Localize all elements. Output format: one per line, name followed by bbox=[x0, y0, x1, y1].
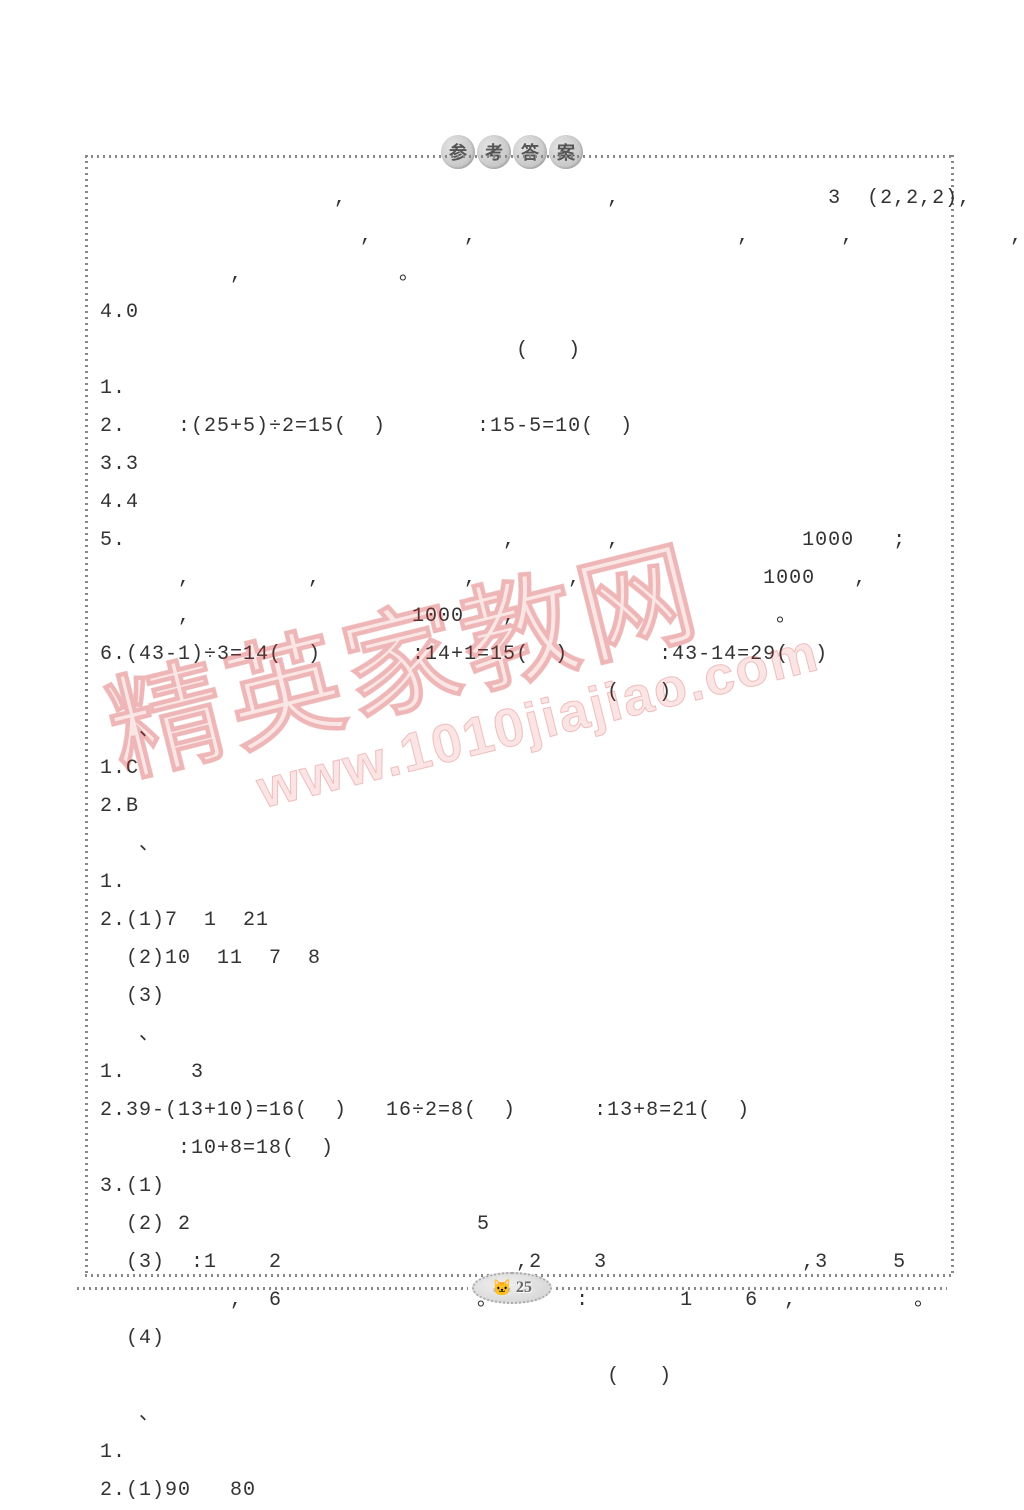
content-line: ( ) bbox=[100, 674, 939, 712]
border-top bbox=[85, 155, 954, 158]
content-line: (2) 2 5 bbox=[100, 1206, 939, 1244]
border-right bbox=[951, 155, 954, 1277]
content-line: 2.B bbox=[100, 788, 939, 826]
cat-icon: 🐱 bbox=[492, 1278, 512, 1298]
content-line: 1. bbox=[100, 1434, 939, 1472]
content-line: 、 bbox=[100, 826, 939, 864]
content-line: 1.C bbox=[100, 750, 939, 788]
content-line: 1. 3 bbox=[100, 1054, 939, 1092]
content-line: , , 3 (2,2,2), bbox=[100, 180, 939, 218]
content-line: 2.39-(13+10)=16( ) 16÷2=8( ) :13+8=21( ) bbox=[100, 1092, 939, 1130]
content-line: (4) bbox=[100, 1320, 939, 1358]
content-line: 1. bbox=[100, 370, 939, 408]
content-line: (2)10 11 7 8 bbox=[100, 940, 939, 978]
content-line: ( ) bbox=[100, 332, 939, 370]
content-line: , , , , , bbox=[100, 218, 939, 256]
content-line: 、 bbox=[100, 712, 939, 750]
answer-content: , , 3 (2,2,2), , , , , , , 。 4.0 ( ) 1 bbox=[100, 180, 939, 1510]
content-line: 2. :(25+5)÷2=15( ) :15-5=10( ) bbox=[100, 408, 939, 446]
content-line: , 。 bbox=[100, 256, 939, 294]
content-line: 3.(1) bbox=[100, 1168, 939, 1206]
content-line: (3) bbox=[100, 978, 939, 1016]
content-line: 4.0 bbox=[100, 294, 939, 332]
footer-line-right bbox=[556, 1287, 947, 1290]
content-line: 、 bbox=[100, 1016, 939, 1054]
content-line: :10+8=18( ) bbox=[100, 1130, 939, 1168]
border-left bbox=[85, 155, 88, 1277]
page-badge: 🐱 25 bbox=[472, 1272, 552, 1304]
content-line: , 1000 , 。 bbox=[100, 598, 939, 636]
content-line: 4.4 bbox=[100, 484, 939, 522]
content-line: , , , , 1000 , bbox=[100, 560, 939, 598]
content-line: 1. bbox=[100, 864, 939, 902]
content-line: 、 bbox=[100, 1396, 939, 1434]
content-line: 6.(43-1)÷3=14( ) :14+1=15( ) :43-14=29( … bbox=[100, 636, 939, 674]
content-line: 3.3 bbox=[100, 446, 939, 484]
page-footer: 🐱 25 bbox=[77, 1272, 947, 1304]
content-line: ( ) bbox=[100, 1358, 939, 1396]
content-line: 5. , , 1000 ; bbox=[100, 522, 939, 560]
page-number: 25 bbox=[516, 1279, 532, 1297]
footer-line-left bbox=[77, 1287, 468, 1290]
content-line: 2.(1)90 80 bbox=[100, 1472, 939, 1510]
content-line: 2.(1)7 1 21 bbox=[100, 902, 939, 940]
